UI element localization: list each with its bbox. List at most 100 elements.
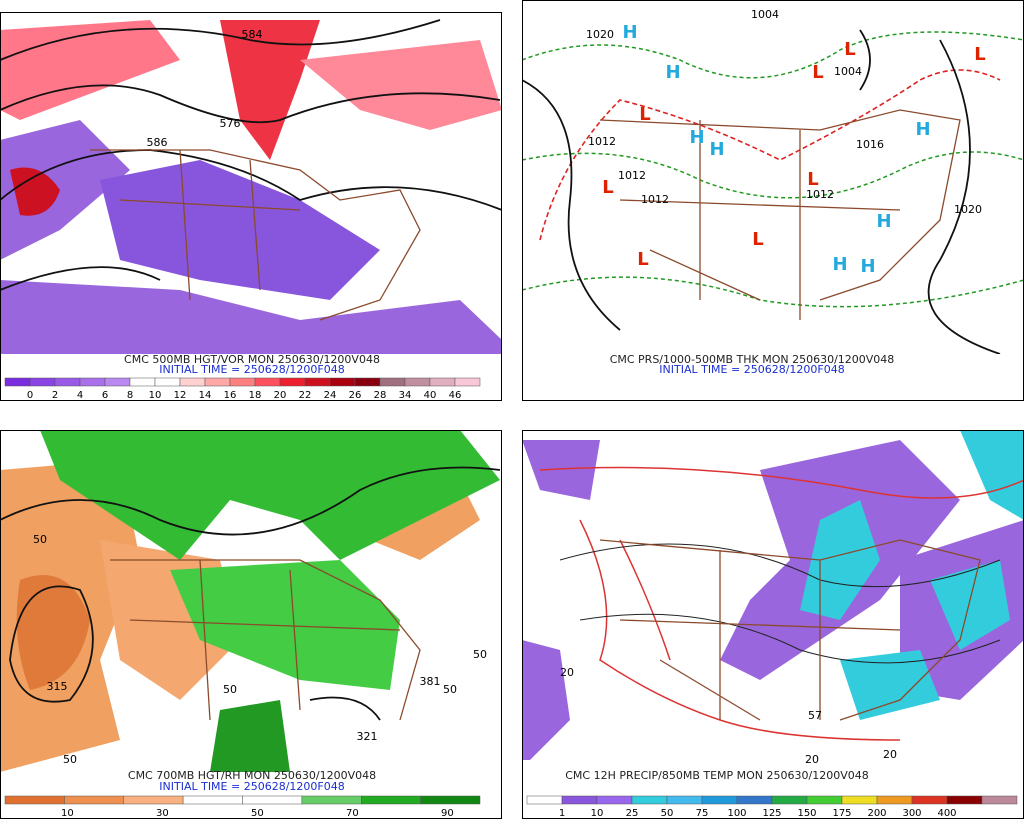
colorbar-swatch	[4, 377, 31, 387]
colorbar-label: 8	[127, 390, 133, 401]
colorbar-swatch	[104, 377, 131, 387]
pressure-center: H	[665, 62, 680, 83]
contour-label: 57	[808, 709, 822, 722]
colorbar-swatch	[911, 795, 948, 805]
pressure-center: L	[637, 249, 648, 270]
caption: CMC PRS/1000-500MB THK MON 250630/1200V0…	[610, 353, 895, 366]
colorbar-swatch	[701, 795, 738, 805]
colorbar-label: 6	[102, 390, 108, 401]
contour-label: 1012	[618, 169, 646, 182]
colorbar-swatch	[379, 377, 406, 387]
contour-label: 576	[220, 117, 241, 130]
contour-label: 1012	[641, 193, 669, 206]
contour-label: 50	[63, 753, 77, 766]
colorbar-swatch	[304, 377, 331, 387]
colorbar-label: 46	[449, 390, 462, 401]
colorbar-swatch	[981, 795, 1018, 805]
colorbar-swatch	[876, 795, 913, 805]
contour-label: 1020	[586, 28, 614, 41]
caption: CMC 700MB HGT/RH MON 250630/1200V048	[128, 769, 376, 782]
colorbar-label: 40	[424, 390, 437, 401]
colorbar-swatch	[946, 795, 983, 805]
colorbar-swatch	[229, 377, 256, 387]
initial-time: INITIAL TIME = 250628/1200F048	[659, 363, 844, 376]
colorbar-swatch	[279, 377, 306, 387]
contour-label: 1004	[751, 8, 779, 21]
pressure-center: H	[709, 139, 724, 160]
colorbar-label: 10	[61, 808, 74, 819]
colorbar-swatch	[631, 795, 668, 805]
colorbar-label: 28	[374, 390, 387, 401]
contour-label: 1016	[856, 138, 884, 151]
caption: CMC 500MB HGT/VOR MON 250630/1200V048	[124, 353, 380, 366]
colorbar-swatch	[242, 795, 303, 805]
colorbar-swatch	[420, 795, 481, 805]
pressure-center: L	[844, 39, 855, 60]
colorbar-swatch	[841, 795, 878, 805]
colorbar-label: 24	[324, 390, 337, 401]
map-700mb	[0, 430, 501, 772]
map-pressure	[522, 29, 1024, 354]
contour-label: 586	[147, 136, 168, 149]
colorbar-swatch	[429, 377, 456, 387]
pressure-center: H	[622, 22, 637, 43]
colorbar-swatch	[79, 377, 106, 387]
colorbar-label: 200	[867, 808, 886, 819]
colorbar-label: 34	[399, 390, 412, 401]
contour-label: 1004	[834, 65, 862, 78]
initial-time: INITIAL TIME = 250628/1200F048	[159, 363, 344, 376]
pressure-center: H	[876, 211, 891, 232]
pressure-center: H	[915, 119, 930, 140]
contour-label: 321	[357, 730, 378, 743]
colorbar-label: 12	[174, 390, 187, 401]
colorbar-swatch	[154, 377, 181, 387]
colorbar-label: 400	[937, 808, 956, 819]
pressure-center: L	[639, 104, 650, 125]
caption: CMC 12H PRECIP/850MB TEMP MON 250630/120…	[565, 769, 869, 782]
pressure-center: L	[974, 44, 985, 65]
colorbar-label: 175	[832, 808, 851, 819]
contour-label: 1020	[954, 203, 982, 216]
colorbar-swatch	[329, 377, 356, 387]
colorbar-swatch	[736, 795, 773, 805]
colorbar-swatch	[182, 795, 243, 805]
contour-label: 20	[805, 753, 819, 766]
colorbar-swatch	[254, 377, 281, 387]
colorbar-label: 14	[199, 390, 212, 401]
contour-label: 50	[443, 683, 457, 696]
colorbar-swatch	[129, 377, 156, 387]
text-layer: CMC 500MB HGT/VOR MON 250630/1200V048INI…	[4, 8, 1018, 819]
colorbar-label: 125	[762, 808, 781, 819]
colorbar-swatch	[29, 377, 56, 387]
colorbar-label: 300	[902, 808, 921, 819]
colorbar-swatch	[204, 377, 231, 387]
colorbar-label: 2	[52, 390, 58, 401]
colorbar-label: 22	[299, 390, 312, 401]
colorbar-label: 0	[27, 390, 33, 401]
colorbar-label: 90	[441, 808, 454, 819]
contour-label: 50	[33, 533, 47, 546]
colorbar-swatch	[666, 795, 703, 805]
contour-label: 584	[242, 28, 263, 41]
pressure-center: L	[807, 169, 818, 190]
colorbar-swatch	[4, 795, 65, 805]
colorbar-label: 18	[249, 390, 262, 401]
pressure-center: H	[860, 256, 875, 277]
colorbar-label: 10	[149, 390, 162, 401]
colorbar-swatch	[596, 795, 633, 805]
map-500mb	[0, 19, 502, 354]
pressure-center: L	[812, 62, 823, 83]
colorbar-label: 1	[559, 808, 565, 819]
colorbar-label: 75	[696, 808, 709, 819]
pressure-center: H	[689, 127, 704, 148]
colorbar-swatch	[301, 795, 362, 805]
colorbar-swatch	[526, 795, 563, 805]
colorbar-swatch	[404, 377, 431, 387]
colorbar-swatch	[361, 795, 421, 805]
colorbar-label: 20	[274, 390, 287, 401]
colorbar-swatch	[64, 795, 124, 805]
contour-label: 50	[473, 648, 487, 661]
pressure-center: H	[832, 254, 847, 275]
colorbar-swatch	[454, 377, 481, 387]
